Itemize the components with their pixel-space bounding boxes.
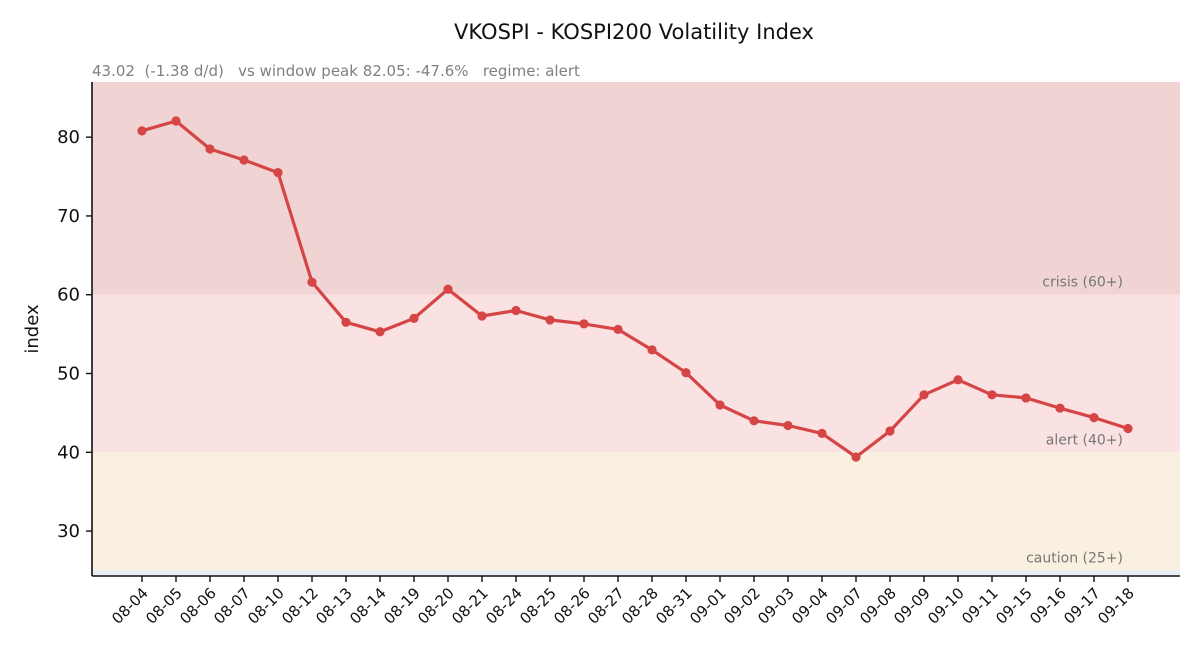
x-tick-label-9: 08-20 — [414, 584, 458, 628]
data-point-09-03 — [783, 420, 793, 431]
chart-subtitle: 43.02 (-1.38 d/d) vs window peak 82.05: … — [92, 62, 580, 80]
x-tick-label-19: 09-03 — [754, 584, 798, 628]
x-tick-label-27: 09-16 — [1026, 584, 1070, 628]
data-point-09-10 — [953, 375, 963, 385]
x-tick-label-7: 08-14 — [346, 584, 390, 628]
zone-band-2 — [92, 452, 1180, 571]
data-point-09-01 — [715, 400, 725, 410]
y-tick-label-4: 70 — [57, 206, 80, 227]
x-tick-label-20: 09-04 — [788, 584, 832, 628]
x-tick-label-23: 09-09 — [890, 584, 934, 628]
y-tick-label-0: 30 — [57, 521, 80, 542]
zone-band-0 — [92, 82, 1180, 295]
x-tick-label-11: 08-24 — [482, 584, 526, 628]
zone-label-0: crisis (60+) — [1042, 275, 1123, 291]
x-tick-label-21: 09-07 — [822, 584, 866, 628]
data-point-09-15 — [1021, 393, 1031, 403]
x-tick-label-16: 08-31 — [652, 584, 696, 628]
data-point-08-31 — [681, 368, 691, 378]
x-tick-label-0: 08-04 — [108, 584, 152, 628]
x-tick-label-29: 09-18 — [1094, 584, 1138, 628]
x-tick-label-25: 09-11 — [958, 584, 1002, 628]
y-tick-label-5: 80 — [57, 127, 80, 148]
chart-title: VKOSPI - KOSPI200 Volatility Index — [454, 20, 814, 44]
x-tick-label-2: 08-06 — [176, 584, 220, 628]
x-tick-label-24: 09-10 — [924, 584, 968, 628]
x-tick-label-3: 08-07 — [210, 584, 254, 628]
zone-band-3 — [92, 570, 1180, 576]
x-tick-label-4: 08-10 — [244, 584, 288, 628]
data-point-08-20 — [443, 284, 453, 294]
data-point-09-02 — [749, 416, 759, 426]
series-line-0 — [140, 119, 1130, 459]
x-tick-label-26: 09-15 — [992, 584, 1036, 628]
x-tick-label-14: 08-27 — [584, 584, 628, 628]
data-point-09-04 — [817, 428, 827, 438]
data-point-08-12 — [307, 277, 317, 287]
series — [140, 119, 1130, 459]
data-point-08-27 — [613, 324, 623, 334]
data-point-08-21 — [477, 311, 487, 321]
zone-band-1 — [92, 294, 1180, 453]
x-tick-label-6: 08-13 — [312, 584, 356, 628]
zone-label-2: caution (25+) — [1026, 550, 1123, 566]
data-point-09-16 — [1055, 403, 1065, 413]
x-tick-label-17: 09-01 — [686, 584, 730, 628]
data-point-08-13 — [341, 317, 351, 327]
y-tick-label-2: 50 — [57, 364, 80, 385]
data-point-08-06 — [205, 144, 215, 154]
data-point-08-24 — [511, 305, 521, 316]
data-point-09-07 — [851, 452, 861, 462]
zone-labels: crisis (60+) alert (40+) caution (25+) — [1026, 275, 1123, 567]
x-tick-label-1: 08-05 — [142, 584, 186, 628]
data-point-09-18 — [1123, 423, 1133, 434]
data-points — [137, 116, 1133, 462]
data-point-09-17 — [1089, 413, 1099, 423]
y-ticks: 30 40 50 60 70 80 — [57, 127, 92, 542]
data-point-09-11 — [987, 390, 997, 400]
x-tick-label-22: 09-08 — [856, 584, 900, 628]
x-tick-label-5: 08-12 — [278, 584, 322, 628]
x-tick-label-13: 08-26 — [550, 584, 594, 628]
data-point-09-08 — [885, 426, 895, 436]
axes — [91, 82, 1180, 577]
data-point-08-10 — [273, 168, 283, 178]
data-point-08-19 — [409, 313, 419, 323]
data-point-08-28 — [647, 345, 657, 355]
x-tick-label-28: 09-17 — [1060, 584, 1104, 628]
x-tick-label-15: 08-28 — [618, 584, 662, 628]
x-tick-label-10: 08-21 — [448, 584, 492, 628]
zone-label-1: alert (40+) — [1046, 432, 1123, 448]
y-tick-label-3: 60 — [57, 285, 80, 306]
data-point-09-09 — [919, 390, 929, 400]
data-point-08-07 — [239, 155, 249, 165]
x-tick-label-18: 09-02 — [720, 584, 764, 628]
data-point-08-04 — [137, 126, 147, 136]
y-axis-label: index — [22, 304, 43, 354]
x-ticks: 08-0408-0508-0608-0708-1008-1208-1308-14… — [108, 576, 1138, 628]
x-tick-label-12: 08-25 — [516, 584, 560, 628]
regime-zones — [92, 82, 1180, 576]
y-tick-label-1: 40 — [57, 442, 80, 463]
data-point-08-25 — [545, 315, 555, 325]
data-point-08-14 — [375, 327, 385, 337]
data-point-08-05 — [171, 116, 181, 126]
x-tick-label-8: 08-19 — [380, 584, 424, 628]
data-point-08-26 — [579, 319, 589, 329]
